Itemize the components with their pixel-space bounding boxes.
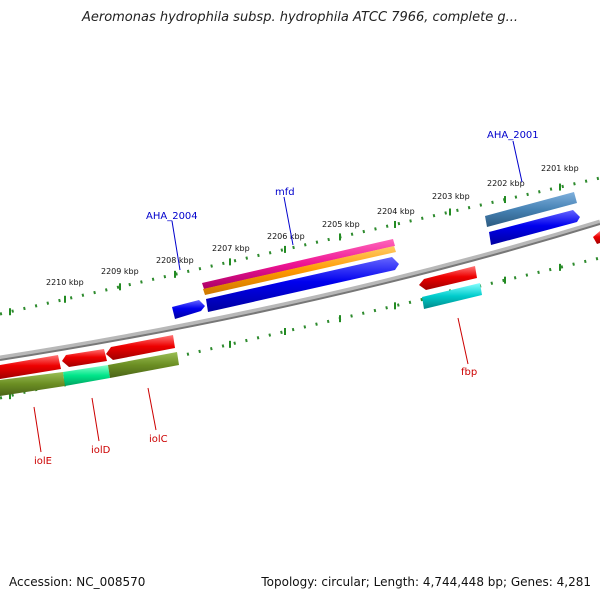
ruler-tick-label: 2210 kbp (46, 278, 84, 287)
gene-label-fbp[interactable]: fbp (461, 367, 477, 378)
leader-line (171, 220, 181, 271)
reverse-cds[interactable] (0, 355, 61, 379)
gene-label-iolc[interactable]: iolC (149, 434, 168, 445)
leader-line (91, 397, 100, 442)
ruler-tick-label: 2201 kbp (541, 164, 579, 173)
leader-line (283, 196, 294, 246)
gene-aha-2004[interactable] (172, 300, 205, 319)
ruler-tick-label: 2203 kbp (432, 192, 470, 201)
gene-label-iold[interactable]: iolD (91, 445, 111, 456)
gene-label-aha-2004[interactable]: AHA_2004 (146, 211, 198, 222)
cyan-feature[interactable] (422, 283, 482, 309)
ruler-tick-label: 2206 kbp (267, 232, 305, 241)
ruler-tick-label: 2209 kbp (101, 267, 139, 276)
gene-aha-2001[interactable] (489, 210, 580, 245)
forward-tick-ruler (0, 176, 600, 316)
gene-label-iole[interactable]: iolE (34, 456, 52, 467)
orange-feature[interactable] (203, 246, 396, 295)
ruler-tick-label: 2207 kbp (212, 244, 250, 253)
steelblue-feature[interactable] (485, 192, 577, 227)
ruler-tick-label: 2205 kbp (322, 220, 360, 229)
gene-iold[interactable] (63, 365, 110, 386)
leader-line (147, 387, 157, 431)
genome-backbone (0, 219, 600, 361)
gene-iole[interactable] (0, 372, 65, 396)
reverse-cds[interactable] (106, 335, 175, 360)
gene-label-aha-2001[interactable]: AHA_2001 (487, 130, 539, 141)
leader-line (512, 140, 523, 183)
map-title: Aeromonas hydrophila subsp. hydrophila A… (81, 10, 519, 25)
leader-line (457, 317, 469, 365)
genome-backbone-shadow (0, 223, 600, 361)
reverse-cds[interactable] (62, 349, 107, 367)
ruler-tick-label: 2208 kbp (156, 256, 194, 265)
gene-fbp[interactable] (419, 266, 477, 290)
ruler-tick-label: 2204 kbp (377, 207, 415, 216)
genome-summary: Topology: circular; Length: 4,744,448 bp… (261, 575, 591, 589)
gene-mfd[interactable] (206, 257, 399, 312)
magenta-feature[interactable] (202, 239, 395, 289)
accession-label: Accession: NC_008570 (9, 575, 146, 589)
gene-iolc[interactable] (108, 352, 179, 378)
gene-label-mfd[interactable]: mfd (275, 187, 295, 198)
leader-line (33, 406, 42, 453)
ruler-tick-label: 2202 kbp (487, 179, 525, 188)
partial-reverse-cds[interactable] (593, 231, 600, 244)
